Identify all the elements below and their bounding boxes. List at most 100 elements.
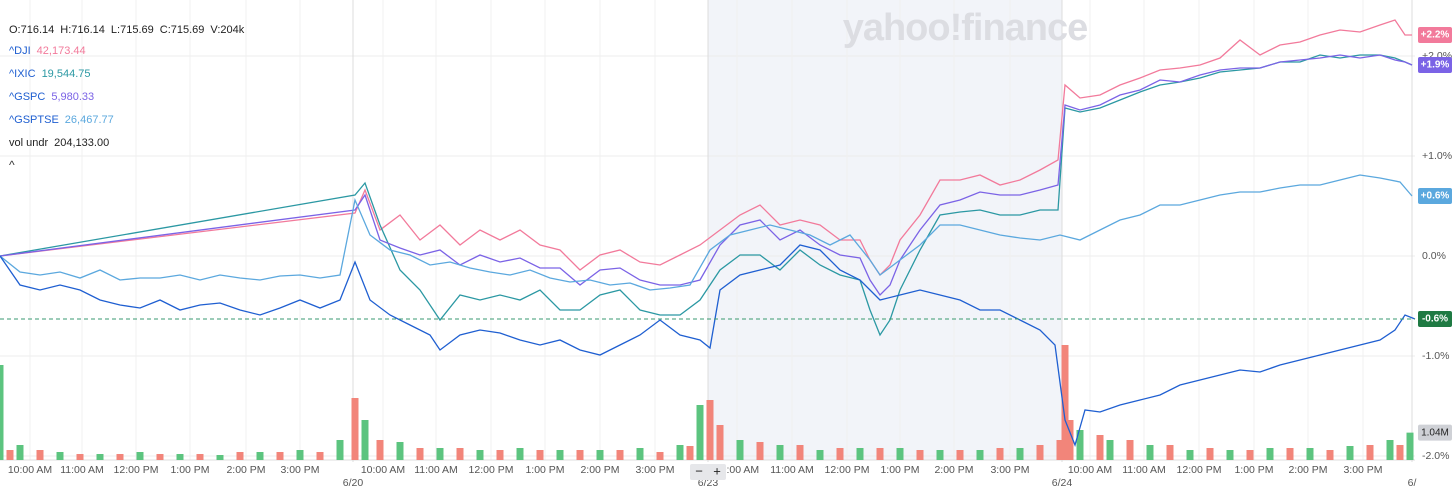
end-label-bg — [1418, 311, 1452, 327]
end-label-bg — [1418, 188, 1452, 204]
volume-bar — [1036, 445, 1044, 460]
volume-bar — [516, 448, 524, 460]
end-label: +0.6% — [1421, 191, 1450, 202]
volume-bar — [1056, 440, 1064, 460]
volume-bar — [1106, 440, 1114, 460]
x-tick-label: 2:00 PM — [1288, 464, 1327, 476]
volume-label-bg — [1418, 424, 1452, 441]
volume-bar — [596, 450, 604, 460]
grid — [0, 0, 1415, 462]
series-line — [0, 19, 1412, 277]
ohlc-value: L:715.69 — [111, 24, 154, 36]
volume-bar — [196, 454, 204, 460]
legend-value: 19,544.75 — [42, 68, 91, 80]
x-tick-label: 1:00 PM — [880, 464, 919, 476]
x-tick-label: 12:00 PM — [1177, 464, 1222, 476]
series-line — [0, 54, 1413, 297]
end-label: +2.2% — [1421, 30, 1450, 41]
volume-bar — [436, 448, 444, 460]
volume-bar — [176, 454, 184, 460]
volume-bar — [276, 452, 284, 460]
lines — [0, 19, 1416, 448]
x-tick-label: 11:00 AM — [1122, 464, 1166, 476]
highlight-region — [708, 0, 1062, 460]
volume-bar — [776, 445, 784, 460]
volume-bar — [76, 454, 84, 460]
volume — [0, 345, 1414, 460]
volume-bar — [396, 442, 404, 460]
volume-bar — [796, 445, 804, 460]
zoom-out[interactable]: − — [695, 463, 703, 478]
x-tick-label: 11:00 AM — [770, 464, 814, 476]
x-tick-label: 10:00 AM — [1068, 464, 1112, 476]
volume-bar — [896, 448, 904, 460]
day-label: 6/24 — [1052, 477, 1073, 489]
volume-bar — [1306, 448, 1314, 460]
volume-bar — [1076, 430, 1084, 460]
volume-bar — [976, 450, 984, 460]
volume-bar — [916, 450, 924, 460]
x-tick-label: 1:00 PM — [170, 464, 209, 476]
end-label: +1.9% — [1421, 60, 1450, 71]
volume-bar — [536, 450, 544, 460]
volume-bar — [1406, 432, 1414, 460]
series-line — [0, 174, 1413, 291]
volume-label: 1.04M — [1421, 427, 1449, 438]
volume-bar — [236, 452, 244, 460]
x-tick-label: 3:00 PM — [990, 464, 1029, 476]
legend-value: 26,467.77 — [65, 114, 114, 126]
volume-bar — [0, 365, 4, 460]
series-line — [0, 244, 1416, 448]
volume-bar — [636, 448, 644, 460]
legend: O:716.14 H:716.14 L:715.69 C:715.69 V:204k ^D… — [9, 24, 245, 149]
volume-bar — [1326, 450, 1334, 460]
collapse-icon[interactable]: ^ — [9, 158, 15, 172]
volume-bar — [816, 450, 824, 460]
volume-bar — [876, 448, 884, 460]
series-line — [0, 54, 1413, 337]
volume-bar — [216, 455, 224, 460]
x-tick-label: 11:00 AM — [60, 464, 104, 476]
ohlc-value: H:716.14 — [60, 24, 105, 36]
volume-bar — [496, 450, 504, 460]
x-tick-label: 2:00 PM — [226, 464, 265, 476]
volume-bar — [996, 448, 1004, 460]
ohlc-value: C:715.69 — [160, 24, 205, 36]
volume-bar — [1286, 448, 1294, 460]
legend-name: ^DJI — [9, 45, 31, 57]
volume-bar — [856, 448, 864, 460]
volume-bar — [1396, 445, 1404, 460]
volume-bar — [1061, 345, 1069, 460]
volume-bar — [416, 448, 424, 460]
volume-bar — [1226, 450, 1234, 460]
volume-bar — [1186, 450, 1194, 460]
volume-bar — [576, 450, 584, 460]
zoom-in[interactable]: + — [713, 463, 721, 478]
volume-bar — [336, 440, 344, 460]
volume-bar — [556, 450, 564, 460]
legend-name: ^GSPC — [9, 91, 45, 103]
y-tick-label: +1.0% — [1422, 150, 1452, 162]
watermark: yahoo!finance — [843, 7, 1088, 49]
x-tick-label: 11:00 AM — [414, 464, 458, 476]
x-tick-label: 2:00 PM — [934, 464, 973, 476]
volume-bar — [256, 452, 264, 460]
volume-bar — [1206, 448, 1214, 460]
x-tick-label: 2:00 PM — [580, 464, 619, 476]
volume-bar — [686, 446, 694, 460]
ohlc-value: O:716.14 — [9, 24, 54, 36]
volume-bar — [1266, 448, 1274, 460]
x-tick-label: 10:00 AM — [361, 464, 405, 476]
volume-bar — [1366, 445, 1374, 460]
volume-bar — [6, 450, 14, 460]
legend-value: 204,133.00 — [54, 137, 109, 149]
volume-bar — [676, 445, 684, 460]
volume-bar — [1166, 445, 1174, 460]
volume-bar — [136, 452, 144, 460]
volume-bar — [1126, 440, 1134, 460]
legend-name: vol undr — [9, 137, 48, 149]
volume-bar — [376, 440, 384, 460]
y-tick-label: -2.0% — [1422, 450, 1449, 462]
x-tick-label: 1:00 PM — [1234, 464, 1273, 476]
